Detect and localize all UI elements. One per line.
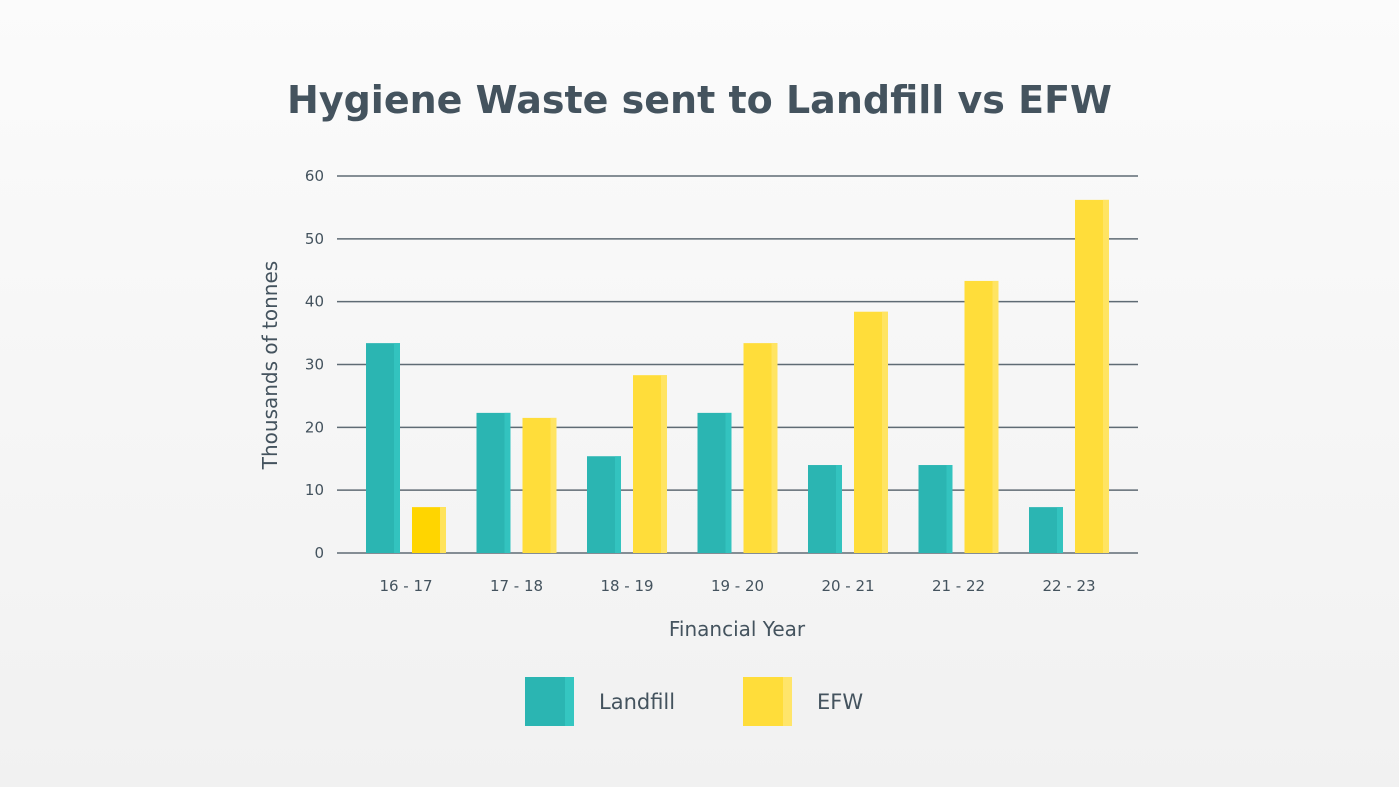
bar-highlight (1057, 507, 1063, 553)
y-tick-label: 60 (305, 167, 324, 185)
y-tick-label: 50 (305, 230, 324, 248)
y-tick-label: 10 (305, 481, 324, 499)
y-tick-label: 0 (314, 544, 324, 562)
bar-highlight (771, 343, 778, 553)
x-tick-label: 21 - 22 (932, 577, 985, 595)
y-tick-label: 20 (305, 418, 324, 436)
x-axis-label: Financial Year (669, 617, 806, 641)
x-tick-label: 17 - 18 (490, 577, 543, 595)
x-tick-label: 22 - 23 (1042, 577, 1095, 595)
y-tick-label: 40 (305, 293, 324, 311)
legend-swatch-efw (743, 677, 792, 726)
x-tick-label: 19 - 20 (711, 577, 764, 595)
legend-item-landfill: Landfill (525, 677, 675, 726)
legend-item-efw: EFW (743, 677, 863, 726)
bar-highlight (992, 280, 999, 553)
legend-swatch-landfill (525, 677, 574, 726)
legend-label: Landfill (599, 689, 676, 714)
x-tick-label: 16 - 17 (379, 577, 432, 595)
y-tick-label: 30 (305, 356, 324, 374)
bar-highlight (504, 412, 511, 553)
bar-highlight (725, 412, 732, 553)
bar-highlight (946, 465, 953, 553)
bar-highlight (1103, 199, 1109, 554)
bar-highlight (661, 375, 667, 553)
bar-highlight (836, 465, 842, 553)
bar-highlight (550, 417, 557, 553)
y-axis-label: Thousands of tonnes (258, 261, 282, 470)
bar-highlight (440, 507, 446, 553)
x-tick-label: 20 - 21 (821, 577, 874, 595)
x-tick-label: 18 - 19 (600, 577, 653, 595)
bar-highlight (615, 456, 621, 553)
bar-highlight (394, 343, 400, 553)
chart-title: Hygiene Waste sent to Landfill vs EFW (287, 78, 1112, 122)
legend-label: EFW (817, 689, 864, 714)
bar-highlight (882, 311, 888, 553)
